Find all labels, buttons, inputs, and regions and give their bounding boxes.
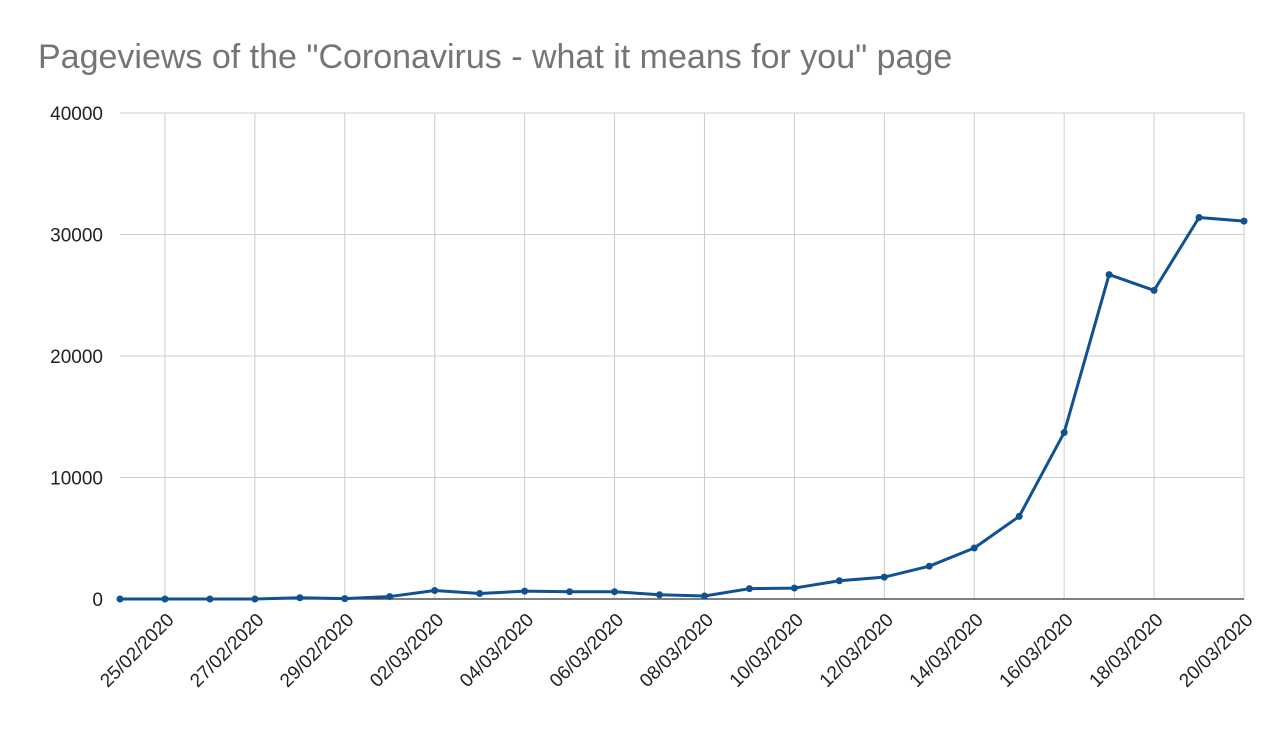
data-point [386,593,394,601]
x-tick-label: 04/03/2020 [456,610,538,692]
x-tick-label: 16/03/2020 [996,610,1078,692]
x-tick-label: 29/02/2020 [276,610,358,692]
x-tick-label: 10/03/2020 [726,610,808,692]
y-tick-label: 20000 [50,347,103,368]
data-point [970,544,978,552]
data-point [431,586,439,594]
data-point [251,595,259,603]
data-point [1015,512,1023,520]
data-point [790,584,798,592]
data-point [611,588,619,596]
data-point [1195,213,1203,221]
data-point [116,595,124,603]
chart-title: Pageviews of the "Coronavirus - what it … [38,38,952,76]
x-tick-label: 02/03/2020 [366,610,448,692]
data-point [566,588,574,596]
data-point [1240,217,1248,225]
x-tick-label: 08/03/2020 [636,610,718,692]
y-tick-label: 0 [92,590,103,611]
data-point [700,592,708,600]
data-point [835,577,843,585]
x-tick-label: 20/03/2020 [1175,610,1257,692]
data-point [1150,286,1158,294]
data-line [120,215,1245,601]
x-tick-label: 14/03/2020 [906,610,988,692]
data-point [880,573,888,581]
data-point [206,595,214,603]
data-point [296,594,304,602]
data-point [1060,429,1068,437]
data-point [476,590,484,598]
x-tick-label: 12/03/2020 [816,610,898,692]
y-tick-label: 30000 [50,226,103,247]
data-point [656,591,664,599]
data-point [161,595,169,603]
x-tick-label: 25/02/2020 [96,610,178,692]
x-tick-label: 27/02/2020 [186,610,268,692]
y-tick-label: 40000 [50,104,103,125]
data-point [521,587,529,595]
data-point [1105,271,1113,279]
data-point [925,562,933,570]
x-tick-label: 06/03/2020 [546,610,628,692]
data-point [341,595,349,603]
data-point [745,585,753,593]
x-tick-label: 18/03/2020 [1086,610,1168,692]
y-tick-label: 10000 [50,469,103,490]
